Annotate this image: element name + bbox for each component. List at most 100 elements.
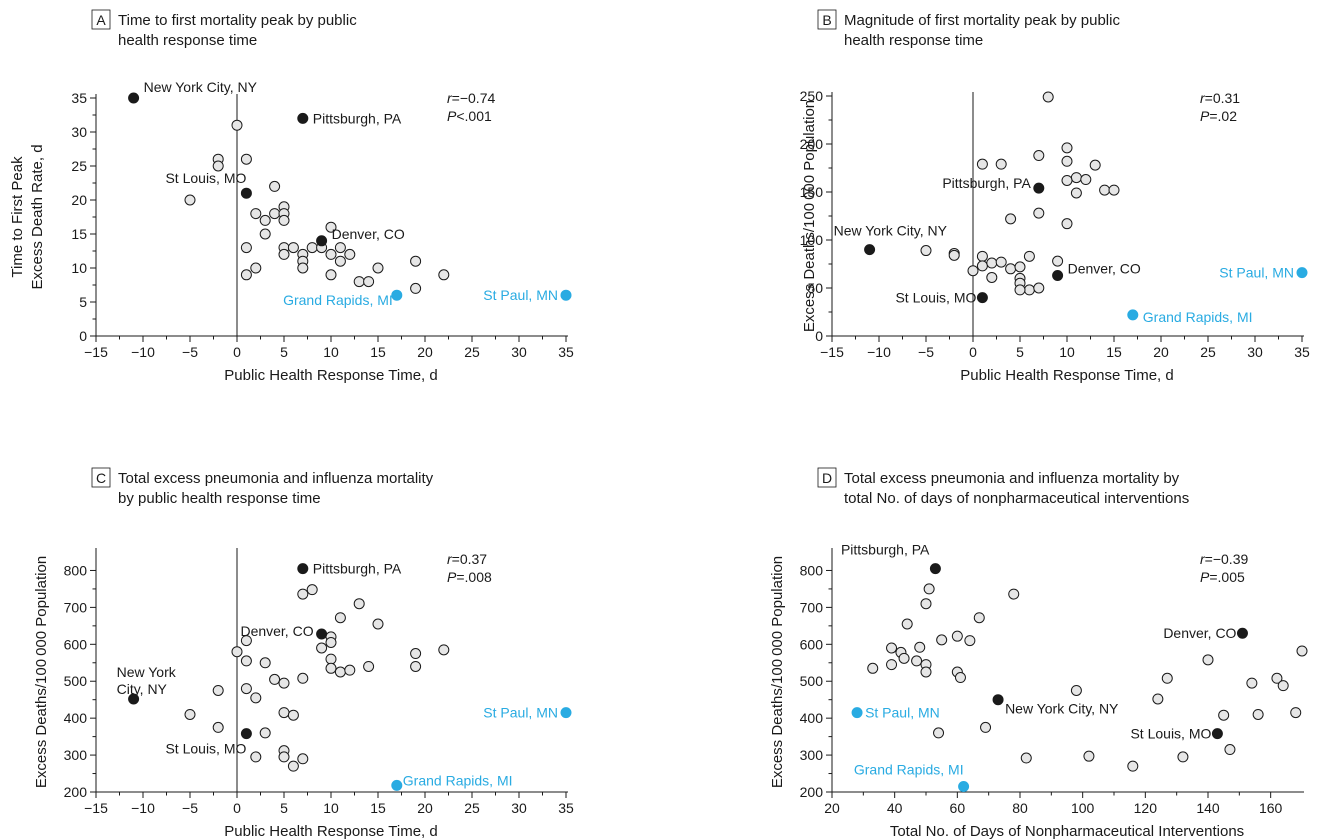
data-point <box>325 221 337 233</box>
data-point <box>1246 677 1258 689</box>
panel-letter-frame <box>817 9 837 30</box>
data-point <box>1152 693 1164 705</box>
x-tick-label: −5 <box>182 800 198 816</box>
data-point <box>410 648 422 660</box>
data-point <box>948 249 960 261</box>
data-point <box>297 753 309 765</box>
data-point <box>886 642 898 654</box>
panel-letter-box: C <box>91 467 111 488</box>
x-tick-label: 10 <box>323 800 339 816</box>
p-value: P=.008 <box>447 569 492 585</box>
data-point <box>1271 672 1283 684</box>
x-axis-label: Total No. of Days of Nonpharmaceutical I… <box>890 823 1244 840</box>
y-tick-label: 700 <box>64 599 88 615</box>
x-tick-label: 25 <box>464 344 480 360</box>
data-point <box>316 642 328 654</box>
x-tick-label: 0 <box>233 800 241 816</box>
data-point <box>1061 142 1073 154</box>
point-label: Pittsburgh, PA <box>313 110 402 126</box>
y-tick-label: 400 <box>64 710 88 726</box>
data-point <box>1020 752 1032 764</box>
x-tick-label: 60 <box>950 800 966 816</box>
x-tick-label: 30 <box>511 344 527 360</box>
data-point <box>1005 263 1017 275</box>
r-symbol: r <box>447 90 453 106</box>
data-point <box>995 158 1007 170</box>
data-point <box>1108 184 1120 196</box>
point-label: Pittsburgh, PA <box>313 561 402 577</box>
stats-annotation: r=0.37 P=.008 <box>447 551 492 585</box>
p-symbol: P <box>1200 569 1210 585</box>
data-point <box>287 760 299 772</box>
data-point <box>212 721 224 733</box>
x-tick-label: 20 <box>417 344 433 360</box>
data-point <box>240 683 252 695</box>
data-point <box>1033 150 1045 162</box>
panel-title-line: Magnitude of first mortality peak by pub… <box>844 12 1120 29</box>
data-point <box>1224 744 1236 756</box>
data-point <box>259 228 271 240</box>
data-point <box>1070 684 1082 696</box>
y-tick-label: 250 <box>800 88 824 104</box>
data-point <box>259 214 271 226</box>
point-label: St Paul, MN <box>483 287 558 303</box>
stats-annotation: r=−0.39 P=.005 <box>1200 551 1248 585</box>
data-point <box>269 180 281 192</box>
highlighted-point <box>240 728 252 740</box>
data-point <box>231 119 243 131</box>
data-point <box>867 662 879 674</box>
data-point <box>901 618 913 630</box>
point-label: St Paul, MN <box>483 705 558 721</box>
r-value: r=−0.74 <box>447 90 495 106</box>
point-label: St Louis, MO <box>165 170 246 186</box>
data-point <box>353 276 365 288</box>
point-label: Grand Rapids, MI <box>403 772 513 788</box>
data-point <box>923 583 935 595</box>
highlighted-point <box>391 779 403 791</box>
point-label: New York City, NY <box>144 79 258 95</box>
data-point <box>1042 91 1054 103</box>
data-point <box>259 657 271 669</box>
panel-a: A Time to first mortality peak by public h… <box>9 9 574 384</box>
data-point <box>372 262 384 274</box>
y-tick-label: 600 <box>800 636 824 652</box>
x-tick-label: 100 <box>1071 800 1095 816</box>
data-point <box>410 282 422 294</box>
y-tick-label: 10 <box>71 260 87 276</box>
point-label: St Louis, MO <box>895 290 976 306</box>
data-point <box>1252 708 1264 720</box>
data-point <box>410 660 422 672</box>
data-point <box>951 630 963 642</box>
y-tick-label: 150 <box>800 184 824 200</box>
r-number: =0.31 <box>1205 90 1241 106</box>
highlighted-point <box>864 244 876 256</box>
data-point <box>250 692 262 704</box>
data-point <box>1218 709 1230 721</box>
data-point <box>1033 282 1045 294</box>
y-tick-label: 300 <box>64 747 88 763</box>
y-tick-label: 5 <box>79 294 87 310</box>
x-tick-label: 10 <box>323 344 339 360</box>
point-label: St Louis, MO <box>1130 726 1211 742</box>
data-point <box>278 248 290 260</box>
data-point <box>297 262 309 274</box>
y-tick-label: 800 <box>64 562 88 578</box>
data-point <box>1290 707 1302 719</box>
data-point <box>334 242 346 254</box>
point-label: Denver, CO <box>240 623 313 639</box>
y-tick-label: 200 <box>64 784 88 800</box>
y-tick-label: 0 <box>815 328 823 344</box>
y-tick-label: 500 <box>64 673 88 689</box>
data-point <box>1033 207 1045 219</box>
stats-annotation: r=0.31 P=.02 <box>1200 90 1240 124</box>
data-point <box>1296 645 1308 657</box>
x-tick-label: 20 <box>417 800 433 816</box>
x-tick-label: 30 <box>511 800 527 816</box>
x-axis-label: Public Health Response Time, d <box>224 823 437 840</box>
data-point <box>1061 218 1073 230</box>
data-point <box>898 652 910 664</box>
data-point <box>250 208 262 220</box>
point-label: City, NY <box>117 681 168 697</box>
data-point <box>995 256 1007 268</box>
data-point <box>240 655 252 667</box>
